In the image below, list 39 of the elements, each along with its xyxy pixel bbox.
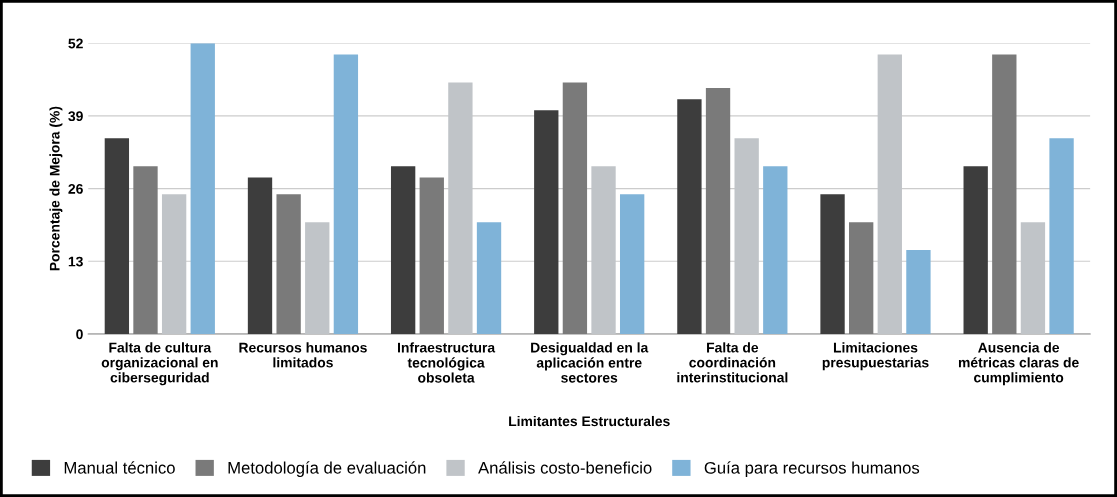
x-tick-label: Falta de coordinación interinstitucional	[677, 342, 788, 383]
bar	[190, 43, 215, 334]
x-axis-title: Limitantes Estructurales	[509, 415, 670, 427]
legend-label: Análisis costo-beneficio	[478, 461, 652, 474]
bar	[476, 222, 502, 334]
bar	[963, 166, 988, 334]
x-tick-label: Falta de cultura organizacional en ciberseguridad	[101, 342, 218, 386]
bar	[619, 194, 645, 334]
x-tick-label: Limitaciones presupuestarias	[822, 342, 929, 371]
bar	[104, 138, 130, 334]
bar	[133, 166, 158, 334]
y-axis-title: Porcentaje de Mejora (%)	[49, 106, 63, 271]
y-tick-label: 0	[76, 329, 83, 340]
bar	[849, 222, 874, 334]
x-tick-label: Ausencia de métricas claras de cumplimiento	[958, 342, 1079, 386]
bar	[419, 177, 444, 334]
legend-label: Guía para recursos humanos	[704, 461, 920, 478]
bar	[390, 166, 416, 334]
x-tick-label: Desigualdad en la aplicación entre sectores	[531, 342, 649, 383]
bar	[276, 194, 301, 334]
bar	[333, 54, 359, 334]
bar	[247, 177, 273, 334]
y-tick-label: 39	[68, 111, 83, 122]
bar	[763, 166, 788, 334]
bar	[992, 54, 1017, 334]
y-tick-label: 13	[68, 256, 83, 267]
x-tick-label: Infraestructura tecnológica obsoleta	[398, 342, 496, 383]
bar	[1049, 138, 1074, 334]
y-tick-label: 52	[68, 38, 83, 49]
legend-label: Metodología de evaluación	[228, 461, 426, 478]
bar	[906, 250, 931, 334]
bar	[534, 110, 559, 334]
bar	[562, 82, 588, 334]
bar	[705, 87, 731, 334]
legend-label: Manual técnico	[64, 461, 175, 474]
bar	[820, 194, 845, 334]
bar	[677, 99, 702, 334]
x-tick-label: Recursos humanos limitados	[239, 342, 367, 368]
y-tick-label: 26	[68, 183, 83, 194]
